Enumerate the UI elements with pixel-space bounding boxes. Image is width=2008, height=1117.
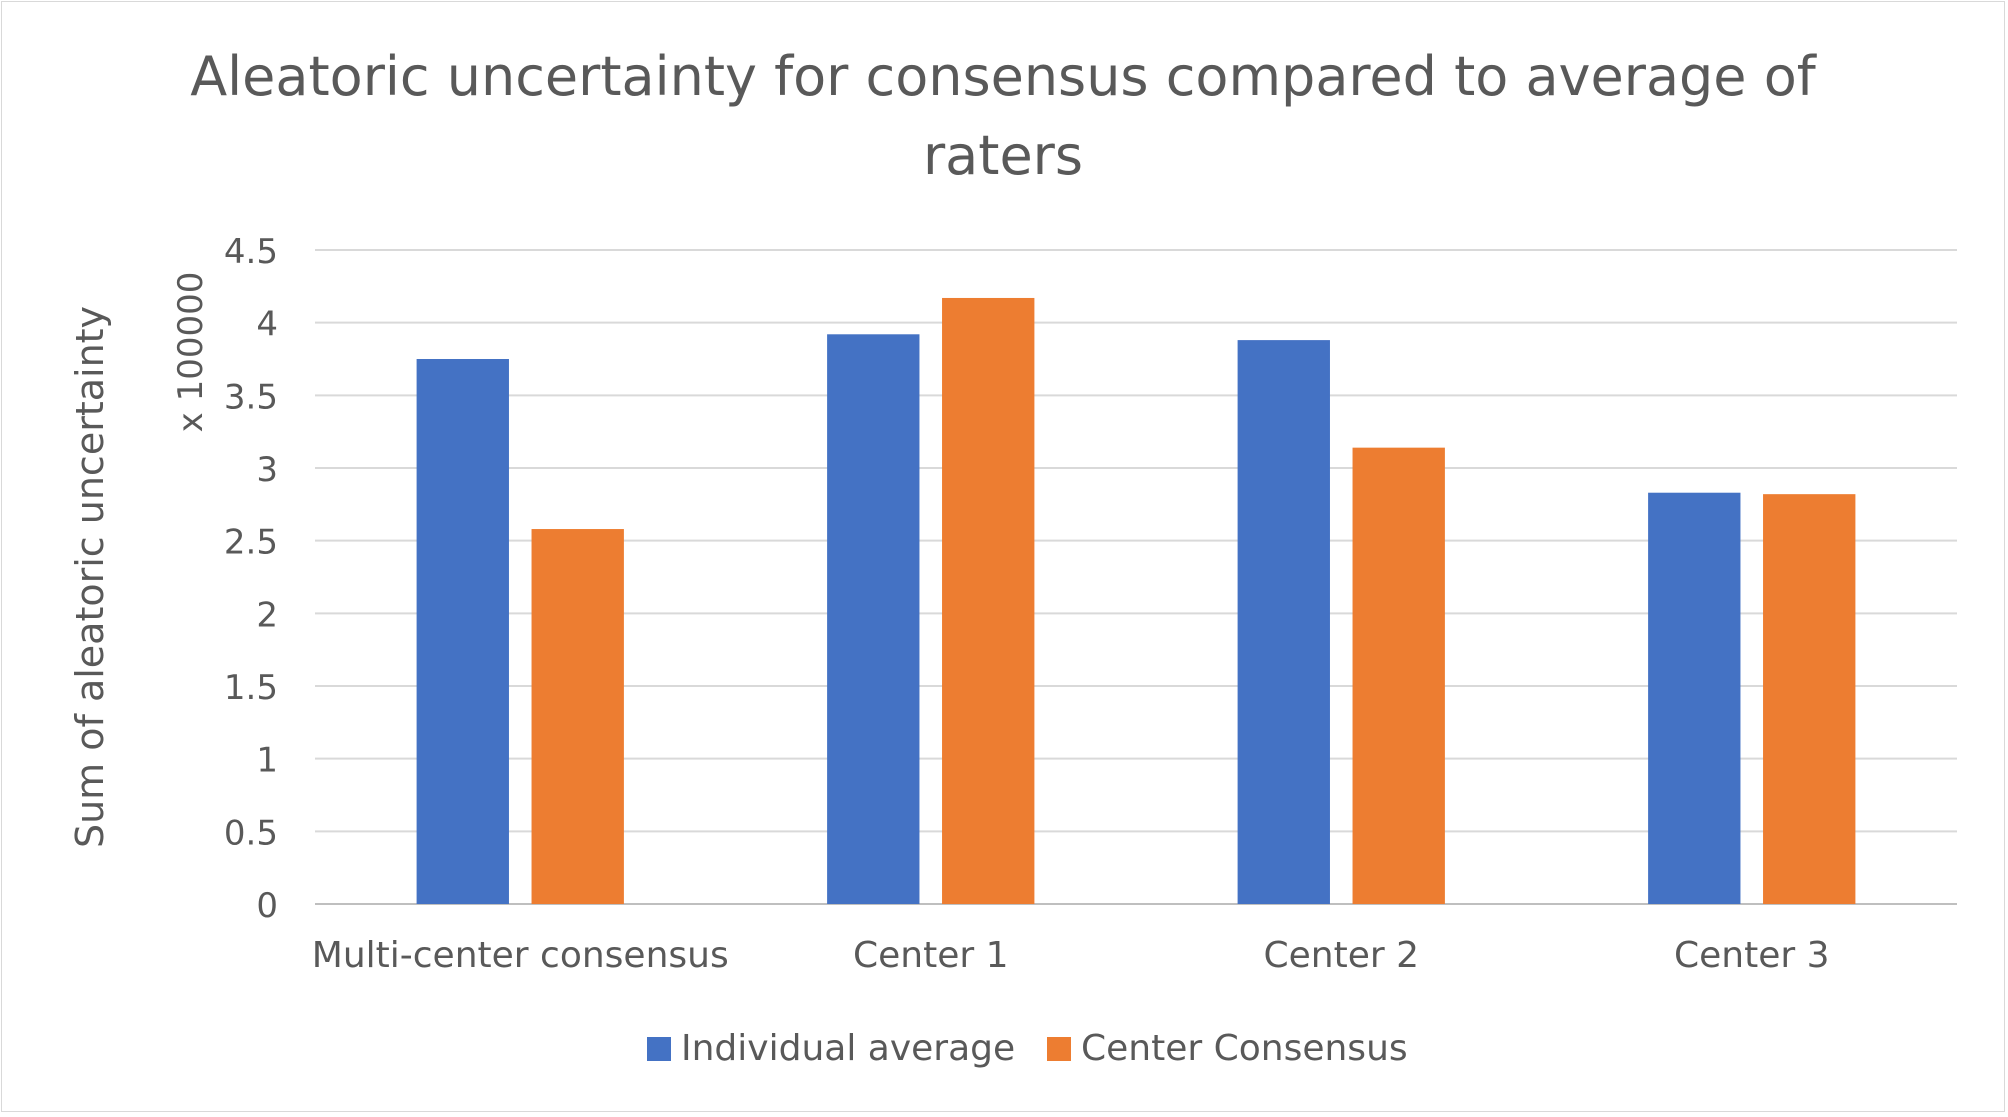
y-tick-label: 4.5 [224,232,278,272]
legend-label-individual-average: Individual average [681,1028,1015,1069]
legend: Individual average Center Consensus [647,1028,1408,1069]
bar-center-consensus [531,529,624,904]
bar-individual-average [1648,492,1741,904]
chart-title-line-1: Aleatoric uncertainty for consensus comp… [190,45,1818,108]
bar-center-consensus [1352,447,1445,904]
legend-swatch-individual-average [647,1037,671,1061]
y-tick-label: 3.5 [224,377,278,417]
legend-swatch-center-consensus [1047,1037,1071,1061]
y-tick-label: 1.5 [224,668,278,708]
bar-individual-average [416,359,509,904]
legend-label-center-consensus: Center Consensus [1081,1028,1408,1069]
y-tick-label: 2.5 [224,523,278,563]
x-tick-label: Center 1 [853,935,1009,976]
y-axis-label: Sum of aleatoric uncertainty [68,306,112,848]
y-tick-label: 2 [256,595,278,635]
y-tick-label: 0.5 [224,813,278,853]
bar-center-consensus [1763,494,1856,904]
x-tick-labels: Multi-center consensus Center 1 Center 2 Ce… [312,935,1830,976]
x-tick-label: Multi-center consensus [312,935,729,976]
y-tick-label: 1 [256,741,278,781]
bars [416,297,1856,905]
bar-individual-average [1237,340,1330,904]
chart-title-line-2: raters [923,124,1083,187]
x-tick-label: Center 3 [1674,935,1830,976]
bar-individual-average [827,334,920,904]
bar-center-consensus [942,297,1035,905]
y-axis-multiplier-label: x 100000 [171,272,211,433]
y-tick-label: 0 [256,886,278,926]
y-tick-label: 3 [256,450,278,490]
x-tick-label: Center 2 [1263,935,1419,976]
y-tick-labels: 0 0.5 1 1.5 2 2.5 3 3.5 4 4.5 [224,232,278,926]
y-tick-label: 4 [256,305,278,345]
